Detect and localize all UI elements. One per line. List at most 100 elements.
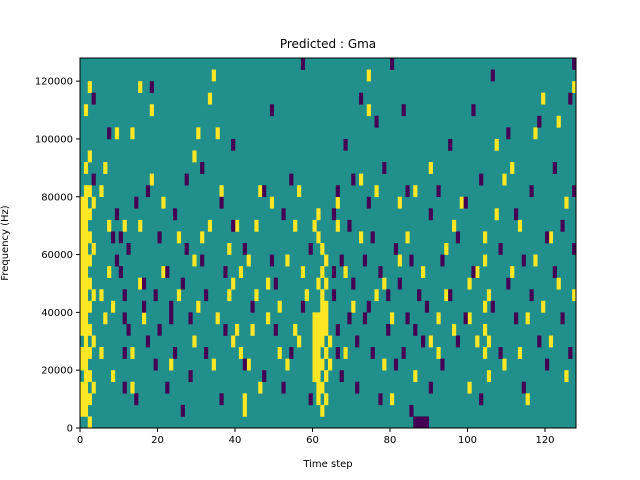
heatmap-cell-high [390,312,395,325]
heatmap-cell-high [87,323,92,336]
heatmap-cell-high [130,347,135,359]
heatmap-cell-high [328,358,333,371]
heatmap-cell-low [157,323,162,336]
heatmap-cell-high [312,370,317,383]
heatmap-cells [80,58,577,429]
heatmap-cell-high [297,335,302,348]
heatmap-cell-high [111,300,116,313]
heatmap-cell-high [196,127,201,140]
heatmap-cell-low [397,277,402,290]
heatmap-cell-high [80,347,85,359]
heatmap-cell-high [324,393,329,406]
heatmap-cell-high [467,277,472,290]
heatmap-cell-high [269,196,275,209]
heatmap-cell-high [83,254,89,267]
heatmap-cell-high [324,370,329,383]
heatmap-cell-high [87,81,92,93]
heatmap-cell-high [80,231,85,244]
heatmap-cell-low [114,254,120,267]
heatmap-cell-low [401,104,406,117]
heatmap-cell-low [331,208,337,221]
heatmap-cell-low [219,196,224,209]
heatmap-cell-low [374,115,379,128]
heatmap-cell-high [107,266,112,278]
heatmap-cell-high [413,185,418,198]
heatmap-cell-high [397,196,402,209]
heatmap-cell-high [87,347,92,359]
y-tick-label: 0 [67,424,73,435]
heatmap-cell-high [215,127,220,140]
heatmap-cell-low [242,243,247,255]
heatmap-cell-low [173,208,178,221]
heatmap-cell-high [382,277,387,290]
heatmap-cell-high [564,196,569,209]
heatmap-cell-high [483,231,488,244]
heatmap-cell-low [463,196,468,209]
heatmap-cell-high [83,277,89,290]
heatmap-cell-low [153,289,158,302]
heatmap-cell-low [300,58,306,70]
heatmap-cell-high [316,231,321,244]
heatmap-cell-high [293,219,298,232]
heatmap-cell-high [374,289,379,302]
heatmap-cell-low [331,266,337,278]
x-tick-label: 100 [458,435,477,446]
x-tick-label: 0 [77,435,83,446]
heatmap-cell-high [83,381,89,394]
heatmap-cell-low [188,370,193,383]
heatmap-cell-high [320,335,325,348]
heatmap-cell-low [529,289,534,302]
heatmap-cell-high [99,347,104,359]
heatmap-cell-low [409,254,414,267]
heatmap-cell-low [506,127,511,140]
heatmap-cell-high [176,231,182,244]
heatmap-cell-high [176,289,182,302]
heatmap-cell-high [320,289,325,302]
heatmap-cell-low [114,208,120,221]
heatmap-cell-high [254,219,259,232]
heatmap-cell-low [386,323,391,336]
heatmap-cell-low [142,300,147,313]
heatmap-cell-high [428,335,433,348]
heatmap-cell-high [436,347,441,359]
heatmap-cell-high [320,323,325,336]
heatmap-cell-high [138,277,143,290]
heatmap-cell-high [169,358,174,371]
heatmap-cell-high [235,323,240,336]
heatmap-cell-high [320,358,325,371]
x-tick-label: 80 [384,435,397,446]
heatmap-cell-high [459,196,464,209]
heatmap-cell-low [165,266,170,278]
heatmap-cell-low [382,162,387,174]
heatmap-cell-low [289,347,294,359]
heatmap-cell-low [223,323,228,336]
heatmap-cell-low [204,289,209,302]
heatmap-cell-high [324,254,329,267]
heatmap-cell-high [87,300,92,313]
heatmap-cell-high [99,185,104,198]
heatmap-cell-high [556,115,561,128]
x-tick-label: 20 [151,435,164,446]
heatmap-cell-high [366,104,371,117]
heatmap-cell-low [421,416,426,429]
heatmap-cell-high [277,300,282,313]
heatmap-cell-high [83,231,89,244]
heatmap-cell-high [316,381,321,394]
heatmap-cell-low [572,243,577,255]
heatmap-cell-high [83,266,89,278]
x-axis-label: Time step [302,459,352,470]
heatmap-cell-low [347,219,352,232]
heatmap-cell-low [169,300,174,313]
heatmap-cell-high [87,393,92,406]
heatmap-cell-high [324,300,329,313]
heatmap-cell-low [378,393,383,406]
heatmap-cell-high [359,173,364,186]
heatmap-cell-high [83,393,89,406]
heatmap-cell-high [324,323,329,336]
heatmap-cell-low [173,347,178,359]
heatmap-cell-high [83,104,89,117]
y-axis: 0 20000 40000 60000 80000 100000 120000 [35,77,80,435]
x-tick-label: 40 [229,435,242,446]
heatmap-cell-high [83,300,89,313]
heatmap-cell-high [91,289,96,302]
